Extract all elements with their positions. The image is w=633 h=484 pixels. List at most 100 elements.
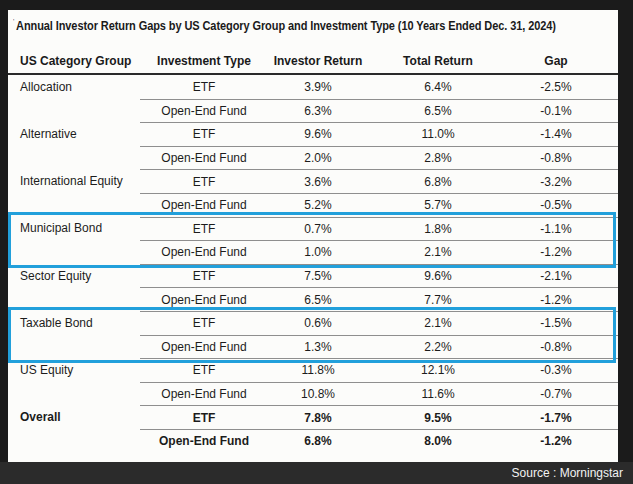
- table-row: US EquityETF11.8%12.1%-0.3%: [8, 358, 618, 382]
- cell-investor-return: 2.0%: [268, 146, 368, 170]
- table-row: Taxable BondETF0.6%2.1%-1.5%: [8, 311, 618, 335]
- cell-type: Open-End Fund: [140, 193, 268, 217]
- cell-gap: -1.1%: [508, 217, 618, 241]
- cell-type: Open-End Fund: [140, 287, 268, 311]
- cell-total-return: 6.8%: [368, 169, 508, 193]
- table-body: AllocationETF3.9%6.4%-2.5%Open-End Fund6…: [8, 75, 618, 453]
- cell-investor-return: 11.8%: [268, 358, 368, 382]
- cell-total-return: 11.0%: [368, 122, 508, 146]
- cell-group: [8, 382, 140, 406]
- cell-type: Open-End Fund: [140, 335, 268, 359]
- cell-investor-return: 9.6%: [268, 122, 368, 146]
- cell-group: [8, 240, 140, 264]
- cell-group: [8, 287, 140, 311]
- column-header-total-return: Total Return: [368, 54, 508, 73]
- cell-group: Alternative: [8, 122, 140, 146]
- table-row: Open-End Fund5.2%5.7%-0.5%: [8, 193, 618, 217]
- table-row: Open-End Fund6.3%6.5%-0.1%: [8, 99, 618, 123]
- cell-type: ETF: [140, 217, 268, 241]
- cell-total-return: 6.5%: [368, 99, 508, 123]
- table-row: Open-End Fund1.3%2.2%-0.8%: [8, 335, 618, 359]
- cell-total-return: 8.0%: [368, 429, 508, 453]
- cell-gap: -0.1%: [508, 99, 618, 123]
- screenshot-root: { "title": { "mark": "'", "text": "Annua…: [0, 0, 633, 484]
- cell-group: Allocation: [8, 75, 140, 99]
- cell-group: Municipal Bond: [8, 217, 140, 241]
- cell-total-return: 2.2%: [368, 335, 508, 359]
- title-tick-mark: ': [13, 17, 14, 26]
- cell-gap: -0.8%: [508, 335, 618, 359]
- cell-gap: -1.5%: [508, 311, 618, 335]
- cell-total-return: 1.8%: [368, 217, 508, 241]
- page-title-text: Annual Investor Return Gaps by US Catego…: [16, 19, 556, 33]
- column-header-us-category-group: US Category Group: [8, 54, 140, 73]
- table-row: OverallETF7.8%9.5%-1.7%: [8, 405, 618, 429]
- cell-gap: -0.5%: [508, 193, 618, 217]
- cell-type: Open-End Fund: [140, 99, 268, 123]
- cell-total-return: 2.1%: [368, 240, 508, 264]
- table-row: Sector EquityETF7.5%9.6%-2.1%: [8, 264, 618, 288]
- table-row: International EquityETF3.6%6.8%-3.2%: [8, 169, 618, 193]
- cell-total-return: 11.6%: [368, 382, 508, 406]
- cell-investor-return: 6.3%: [268, 99, 368, 123]
- cell-total-return: 9.6%: [368, 264, 508, 288]
- cell-gap: -1.2%: [508, 240, 618, 264]
- cell-total-return: 9.5%: [368, 405, 508, 429]
- cell-group: [8, 193, 140, 217]
- cell-type: Open-End Fund: [140, 382, 268, 406]
- cell-group: International Equity: [8, 169, 140, 193]
- cell-group: Taxable Bond: [8, 311, 140, 335]
- cell-group: [8, 99, 140, 123]
- cell-investor-return: 6.8%: [268, 429, 368, 453]
- cell-total-return: 12.1%: [368, 358, 508, 382]
- cell-type: ETF: [140, 75, 268, 99]
- table-header-row: US Category Group Investment Type Invest…: [8, 50, 618, 75]
- cell-total-return: 5.7%: [368, 193, 508, 217]
- cell-type: Open-End Fund: [140, 146, 268, 170]
- table-panel: 'Annual Investor Return Gaps by US Categ…: [8, 10, 618, 462]
- cell-type: Open-End Fund: [140, 240, 268, 264]
- table-row: Open-End Fund6.8%8.0%-1.2%: [8, 429, 618, 453]
- cell-group: [8, 146, 140, 170]
- cell-type: ETF: [140, 405, 268, 429]
- cell-gap: -2.1%: [508, 264, 618, 288]
- cell-type: ETF: [140, 122, 268, 146]
- column-header-gap: Gap: [508, 54, 618, 73]
- cell-investor-return: 7.8%: [268, 405, 368, 429]
- cell-gap: -1.7%: [508, 405, 618, 429]
- cell-investor-return: 3.9%: [268, 75, 368, 99]
- cell-investor-return: 1.3%: [268, 335, 368, 359]
- cell-type: ETF: [140, 311, 268, 335]
- cell-gap: -1.2%: [508, 429, 618, 453]
- cell-gap: -1.4%: [508, 122, 618, 146]
- cell-group: US Equity: [8, 358, 140, 382]
- table-row: Open-End Fund6.5%7.7%-1.2%: [8, 287, 618, 311]
- cell-type: ETF: [140, 358, 268, 382]
- cell-investor-return: 3.6%: [268, 169, 368, 193]
- table-row: AlternativeETF9.6%11.0%-1.4%: [8, 122, 618, 146]
- cell-gap: -0.7%: [508, 382, 618, 406]
- cell-gap: -0.3%: [508, 358, 618, 382]
- column-header-investor-return: Investor Return: [268, 54, 368, 73]
- cell-investor-return: 1.0%: [268, 240, 368, 264]
- source-label: Source : Morningstar: [512, 466, 623, 480]
- cell-gap: -1.2%: [508, 287, 618, 311]
- table-row: Open-End Fund1.0%2.1%-1.2%: [8, 240, 618, 264]
- table-row: Municipal BondETF0.7%1.8%-1.1%: [8, 217, 618, 241]
- cell-type: ETF: [140, 264, 268, 288]
- page-title: 'Annual Investor Return Gaps by US Categ…: [13, 17, 556, 33]
- cell-total-return: 6.4%: [368, 75, 508, 99]
- cell-total-return: 2.8%: [368, 146, 508, 170]
- cell-group: Sector Equity: [8, 264, 140, 288]
- cell-investor-return: 10.8%: [268, 382, 368, 406]
- table-row: Open-End Fund2.0%2.8%-0.8%: [8, 146, 618, 170]
- cell-investor-return: 0.6%: [268, 311, 368, 335]
- cell-gap: -2.5%: [508, 75, 618, 99]
- cell-type: ETF: [140, 169, 268, 193]
- cell-investor-return: 6.5%: [268, 287, 368, 311]
- cell-gap: -3.2%: [508, 169, 618, 193]
- cell-total-return: 2.1%: [368, 311, 508, 335]
- table-row: AllocationETF3.9%6.4%-2.5%: [8, 75, 618, 99]
- column-header-investment-type: Investment Type: [140, 54, 268, 73]
- cell-group: Overall: [8, 405, 140, 429]
